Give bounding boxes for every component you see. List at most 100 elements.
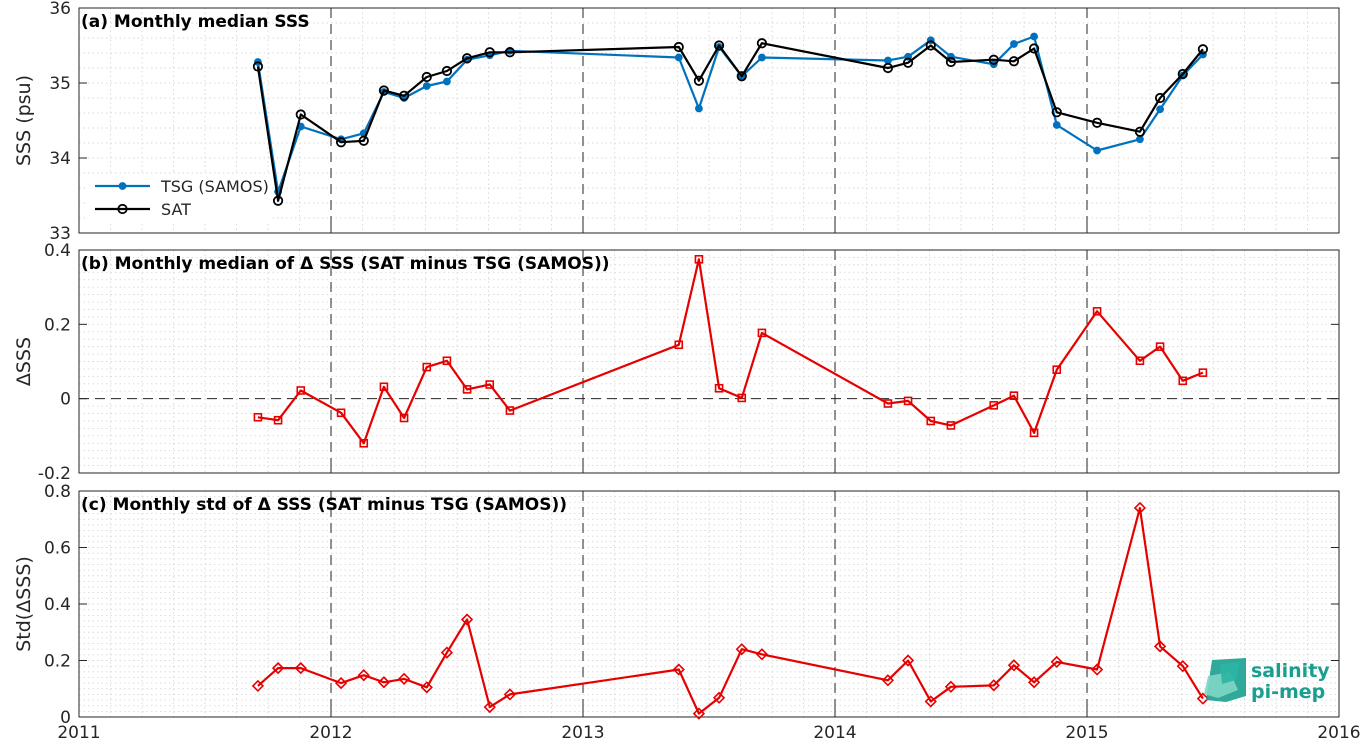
data-point [117, 203, 128, 215]
minor-grid [79, 8, 1339, 233]
data-point [1028, 43, 1040, 54]
y-axis-label: ΔSSS [13, 337, 35, 386]
data-point [1052, 121, 1061, 129]
data-point [1010, 40, 1018, 48]
data-point [695, 104, 703, 113]
data-point [504, 47, 516, 58]
data-point [273, 415, 283, 425]
data-point [118, 182, 127, 190]
data-point [357, 669, 370, 682]
panel-a: 33 34 35 36 SSS (psu) (a) Monthly median SSS T… [13, 0, 1340, 244]
data-point [674, 340, 684, 350]
salinity-pi-mep-logo: salinity pi-mep [1204, 658, 1330, 703]
y-tick-label: 0.8 [44, 482, 71, 502]
data-point [296, 386, 306, 395]
data-point [421, 71, 432, 83]
x-tick-label: 2012 [309, 723, 352, 743]
data-point [1154, 92, 1166, 104]
data-point [1030, 32, 1038, 41]
data-point [945, 56, 957, 68]
y-tick-label: 0 [60, 708, 71, 728]
y-tick-label: -0.2 [38, 464, 71, 484]
data-point [1092, 307, 1102, 316]
data-point [359, 438, 369, 448]
y-tick-label: 36 [49, 0, 71, 19]
data-point [988, 54, 999, 65]
x-tick-label: 2014 [813, 723, 856, 743]
panels: 33 34 35 36 SSS (psu) (a) Monthly median SSS T… [13, 0, 1361, 743]
data-point [1136, 135, 1144, 144]
data-point [758, 53, 766, 62]
data-point [334, 676, 348, 690]
major-grid [330, 250, 1088, 473]
data-point [735, 643, 748, 656]
data-point [398, 90, 410, 101]
data-point [737, 393, 747, 403]
data-point [485, 380, 495, 389]
data-point [378, 85, 390, 96]
data-point [397, 672, 411, 685]
data-point [460, 613, 474, 626]
legend: TSG (SAMOS) SAT [86, 174, 270, 224]
major-grid [330, 491, 1088, 717]
data-point [1009, 391, 1019, 400]
logo-line1: salinity [1251, 660, 1330, 682]
data-point [692, 707, 706, 720]
data-point [989, 401, 999, 410]
data-point [1090, 663, 1104, 676]
data-point [461, 53, 473, 64]
data-point [295, 109, 306, 120]
data-point [757, 328, 767, 338]
data-point [881, 674, 895, 687]
data-point [1050, 655, 1063, 669]
data-point [924, 695, 937, 708]
data-point [1133, 501, 1147, 515]
data-point [252, 61, 264, 72]
data-point [1008, 56, 1020, 67]
data-point [443, 77, 451, 86]
data-point [903, 396, 913, 406]
y-tick-label: 0.4 [44, 595, 71, 615]
data-point [442, 356, 452, 366]
panel-b: -0.2 0 0.2 0.4 ΔSSS (b) Monthly median of Δ S… [13, 241, 1340, 484]
data-point [901, 654, 915, 667]
data-point [714, 383, 724, 393]
data-point [1197, 44, 1209, 55]
data-point [1153, 640, 1167, 653]
minor-grid [79, 491, 1339, 717]
data-point [883, 399, 893, 408]
series-delta-sss [253, 254, 1208, 448]
data-point [1093, 146, 1101, 155]
y-axis-label: SSS (psu) [13, 75, 35, 166]
y-tick-label: 0.2 [44, 315, 71, 335]
data-point [294, 661, 307, 675]
data-point [672, 663, 685, 676]
data-point [420, 681, 433, 694]
data-point [251, 679, 265, 693]
y-tick-label: 0.2 [44, 652, 71, 672]
data-point [755, 648, 769, 661]
data-point [484, 47, 495, 58]
data-point [694, 254, 704, 264]
y-tick-label: 0 [60, 390, 71, 410]
series-sat [252, 38, 1209, 206]
data-point [1177, 68, 1188, 80]
data-point [336, 408, 346, 418]
y-axis-label: Std(ΔSSS) [13, 556, 35, 652]
data-point [1135, 356, 1145, 366]
data-point [399, 413, 409, 423]
x-tick-label: 2011 [57, 723, 100, 743]
minor-grid [79, 250, 1339, 473]
data-point [1178, 376, 1188, 386]
data-point [271, 661, 285, 675]
data-point [1052, 365, 1062, 374]
data-point [422, 82, 431, 90]
data-point [693, 75, 705, 86]
x-tick-label: 2013 [561, 723, 604, 743]
axes-box [78, 7, 1340, 234]
panel-c: 0 0.2 0.4 0.6 0.8 2011 2012 2013 2014 2015 2016 Std… [13, 482, 1361, 743]
data-point [712, 691, 726, 704]
panel-title: (b) Monthly median of Δ SSS (SAT minus T… [81, 254, 610, 274]
data-point [379, 382, 389, 392]
axes-box [78, 249, 1340, 474]
